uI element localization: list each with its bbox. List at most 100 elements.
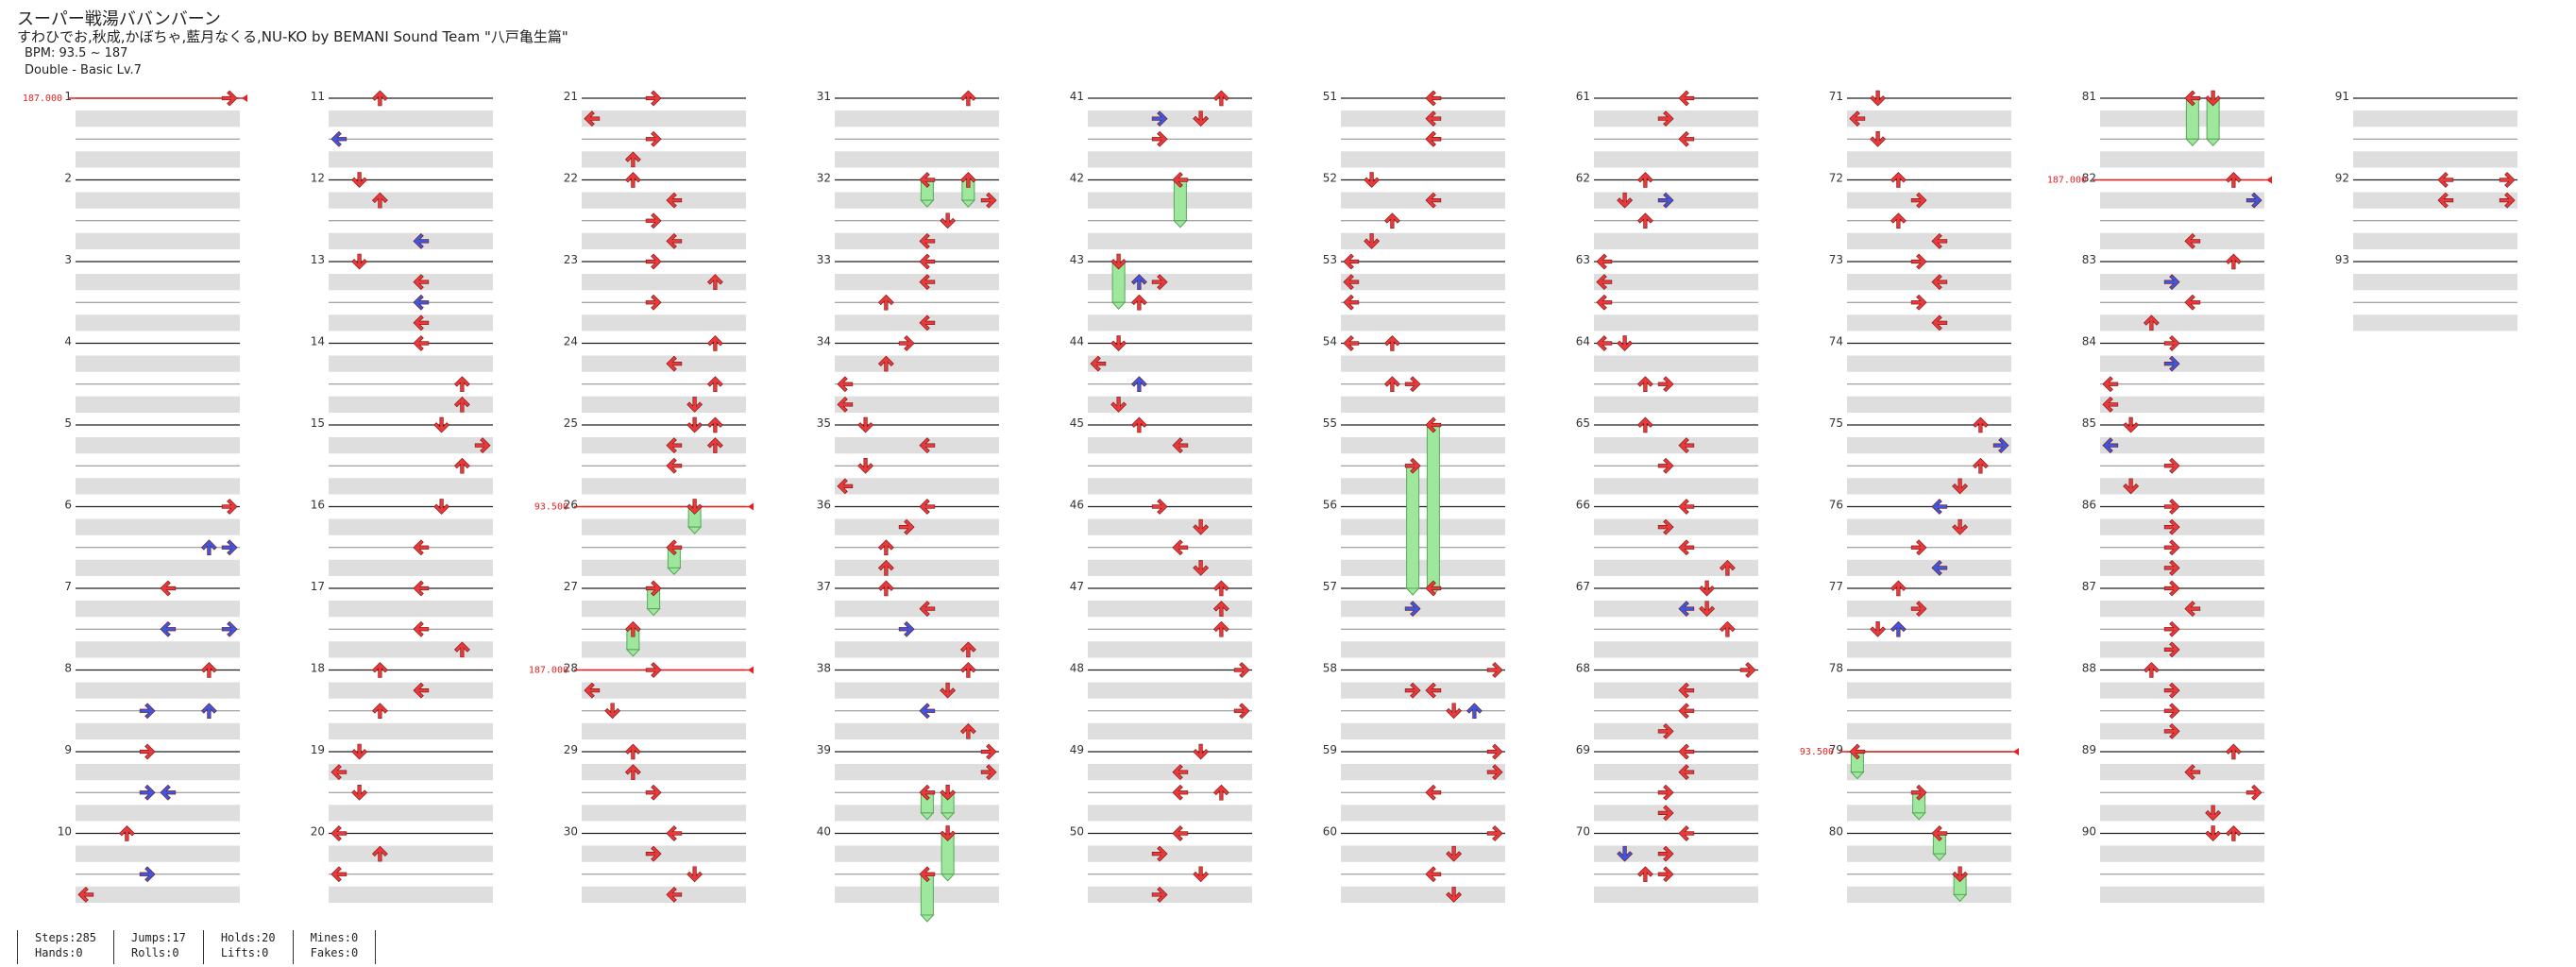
step-arrow [2246, 192, 2262, 209]
measure-number: 72 [1829, 172, 1843, 185]
step-arrow [1364, 233, 1381, 249]
arrow-shape [1636, 866, 1653, 883]
arrow-shape [1657, 518, 1674, 535]
beat-band [1341, 436, 1505, 454]
step-arrow [1870, 130, 1887, 147]
arrow-shape [351, 172, 368, 188]
arrow-shape [1151, 886, 1168, 903]
arrow-shape [837, 478, 854, 495]
step-arrow [666, 192, 683, 209]
stat-jumps: Jumps:17 [131, 931, 186, 944]
beat-band [76, 396, 240, 414]
arrow-shape [624, 764, 641, 780]
arrow-shape [413, 682, 430, 699]
arrow-shape [413, 335, 430, 351]
arrow-shape [1910, 192, 1927, 209]
arrow-shape [330, 130, 347, 147]
step-arrow [1952, 478, 1969, 495]
arrow-shape [1486, 662, 1503, 678]
arrow-shape [877, 355, 894, 372]
step-arrow [1952, 866, 1969, 883]
bpm-change-marker [748, 666, 754, 674]
beat-band [1341, 682, 1505, 699]
step-arrow [2163, 682, 2180, 699]
beat-band [1594, 600, 1758, 618]
measure: 35 [817, 416, 999, 507]
measure: 36 [817, 499, 999, 588]
hold-tail [1911, 812, 1926, 821]
beat-band [1088, 886, 1252, 904]
arrow-shape [1233, 703, 1250, 720]
step-arrow [980, 192, 997, 209]
beat-band [1088, 273, 1252, 291]
measure: 80 [1829, 825, 2011, 915]
arrow-shape [706, 376, 723, 393]
arrow-shape [1193, 560, 1210, 576]
beat-band [1341, 355, 1505, 372]
measure: 3 [64, 253, 240, 344]
arrow-shape [2163, 355, 2180, 372]
arrow-shape [1233, 662, 1250, 678]
arrow-shape [706, 437, 723, 453]
beat-band [582, 641, 746, 658]
step-arrow [837, 478, 854, 495]
measure: 51 [1323, 90, 1505, 180]
step-arrow [1212, 580, 1229, 597]
measure: 56 [1323, 499, 1505, 588]
step-arrow [2163, 539, 2180, 556]
arrow-shape [413, 314, 430, 331]
beat-band [2100, 559, 2264, 577]
step-arrow [1596, 294, 1613, 311]
beat-band [582, 478, 746, 495]
beat-band [1847, 110, 2011, 127]
beat-band [329, 682, 493, 699]
step-arrow [706, 274, 723, 290]
beat-band [1847, 355, 2011, 372]
step-arrow [2163, 722, 2180, 739]
measure-number: 12 [311, 172, 325, 185]
arrow-shape [686, 416, 703, 433]
beat-band [76, 436, 240, 454]
measure: 77 [1829, 580, 2011, 670]
beat-band [329, 355, 493, 372]
arrow-shape [1657, 805, 1674, 822]
step-arrow [1952, 518, 1969, 535]
step-arrow [330, 866, 347, 883]
hold-tail [2205, 138, 2221, 146]
arrow-shape [980, 192, 997, 209]
step-arrow [1130, 294, 1147, 311]
arrow-shape [898, 620, 915, 637]
arrow-shape [919, 703, 936, 720]
arrow-shape [413, 620, 430, 637]
measure-number: 87 [2082, 580, 2096, 593]
arrow-shape [2123, 478, 2140, 495]
arrow-shape [1678, 682, 1695, 699]
step-arrow [221, 620, 238, 637]
measure: 20 [311, 825, 493, 915]
beat-band [582, 600, 746, 618]
arrow-shape [919, 784, 936, 801]
measure-number: 93 [2335, 253, 2349, 266]
arrow-shape [413, 232, 430, 249]
step-arrow [2163, 703, 2180, 720]
step-arrow [160, 620, 177, 637]
step-arrow [959, 662, 976, 678]
beat-band [582, 355, 746, 372]
beat-band [2353, 192, 2517, 209]
step-arrow [1636, 212, 1653, 229]
arrow-shape [371, 662, 388, 678]
arrow-shape [1151, 130, 1168, 147]
beat-band [1088, 192, 1252, 209]
arrow-shape [1212, 90, 1229, 107]
measure-number: 20 [311, 825, 325, 839]
beat-band [835, 436, 999, 454]
arrow-shape [1657, 784, 1674, 801]
arrow-shape [1404, 682, 1421, 699]
step-arrow [1636, 376, 1653, 393]
hold-tail [1932, 853, 1947, 861]
step-arrow [686, 397, 703, 413]
hold-tail [1952, 893, 1968, 903]
measure-number: 11 [311, 90, 325, 103]
arrow-shape [666, 192, 683, 209]
hold-body [1426, 424, 1440, 589]
